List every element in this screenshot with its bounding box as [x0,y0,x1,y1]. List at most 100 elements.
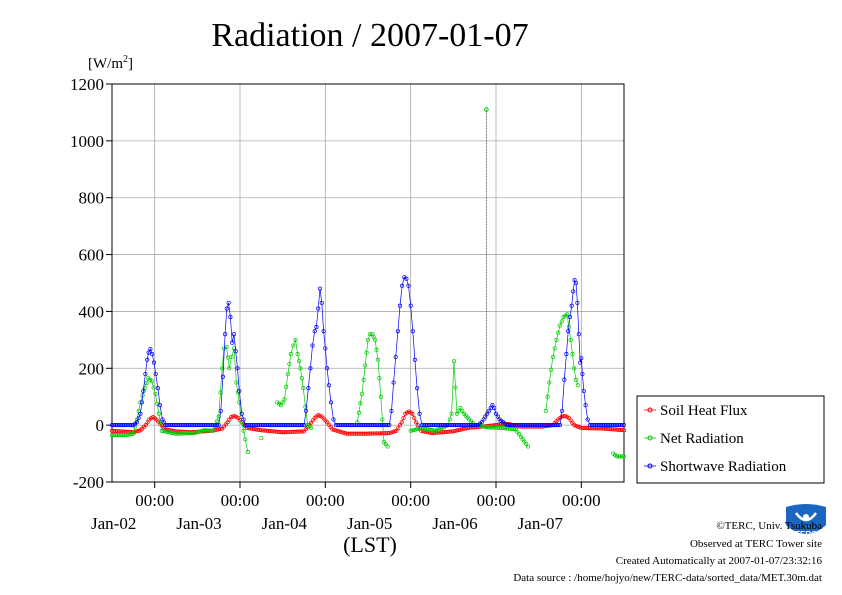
data-point [390,429,395,435]
data-point [580,371,585,377]
data-point [543,408,548,413]
data-point [323,346,328,351]
data-point [241,417,246,422]
data-point [583,403,588,408]
data-point [233,349,238,354]
x-tick-date: Jan-07 [518,514,564,533]
svg-text:TERC: TERC [795,530,817,539]
y-axis-label: [W/m2] [88,54,133,72]
data-point [139,400,144,405]
data-point [144,381,149,386]
data-point [237,400,242,405]
y-tick-label: 200 [79,359,105,378]
data-point [245,450,250,455]
data-point [330,427,335,432]
x-tick-time: 00:00 [221,491,260,510]
data-point [447,417,452,422]
data-point [562,377,567,382]
data-point [393,354,398,359]
data-point [406,283,411,288]
x-tick-time: 00:00 [135,491,174,510]
x-tick-time: 00:00 [391,491,430,510]
data-point [285,371,291,377]
data-point [214,423,219,428]
data-point [389,408,394,413]
data-point [620,454,625,459]
data-point [308,366,313,371]
data-point [552,346,557,351]
data-point [361,377,366,382]
data-point [341,430,346,435]
y-tick-label: 600 [79,246,105,265]
spike-point [484,107,489,112]
data-point [557,423,563,428]
data-point [389,430,394,435]
data-point [621,428,627,433]
data-point [572,366,577,371]
data-point [556,423,561,428]
data-point [223,332,228,337]
y-tick-label: -200 [73,473,104,492]
data-point [149,379,154,384]
data-point [412,415,417,421]
data-point [216,423,221,428]
x-tick-time: 00:00 [306,491,345,510]
data-point [216,414,221,419]
data-point [141,388,146,394]
data-point [620,428,625,433]
y-tick-label: 0 [96,416,105,435]
data-point [228,315,233,320]
data-point [375,357,381,362]
data-point [385,423,390,428]
data-point [492,406,497,411]
data-point [358,401,363,406]
data-point [485,411,490,416]
footer-copyright: ©TERC, Univ. Tsukuba [716,520,822,532]
data-point [197,429,202,434]
data-point [560,408,565,413]
data-point [306,386,311,391]
data-point [397,423,403,428]
data-point [363,363,368,368]
plot-area [111,83,625,483]
data-point [474,423,479,428]
data-point [153,391,158,396]
y-tick-label: 1200 [70,75,104,94]
data-point [293,337,298,342]
data-point [316,413,321,418]
data-point [401,415,406,421]
data-point [310,343,315,348]
data-point [495,414,500,419]
data-point [284,384,289,389]
data-point [153,371,158,377]
data-point [556,330,561,335]
data-point [291,343,296,348]
data-point [458,406,463,411]
data-point [227,366,232,371]
net-radiation-spike [484,107,489,420]
series-layer [109,107,627,459]
data-point [319,300,324,305]
data-point [239,420,244,425]
data-point [549,367,554,372]
data-point [377,376,382,381]
y-axis: -200 0 200 400 600 800 1000 1200 [70,75,112,492]
data-point [317,413,323,418]
data-point [575,424,580,429]
x-tick-date: Jan-05 [347,514,392,533]
data-point [568,337,573,342]
data-point [547,380,552,385]
legend-item: Shortwave Radiation [644,459,787,475]
data-point [451,429,456,434]
data-point [195,430,200,435]
data-point [146,350,151,355]
data-point [163,429,168,434]
data-point [449,411,454,416]
data-point [575,383,580,388]
data-point [332,427,337,432]
data-point [451,359,457,364]
data-point [143,423,148,428]
data-point [331,417,336,422]
data-point [493,411,499,416]
